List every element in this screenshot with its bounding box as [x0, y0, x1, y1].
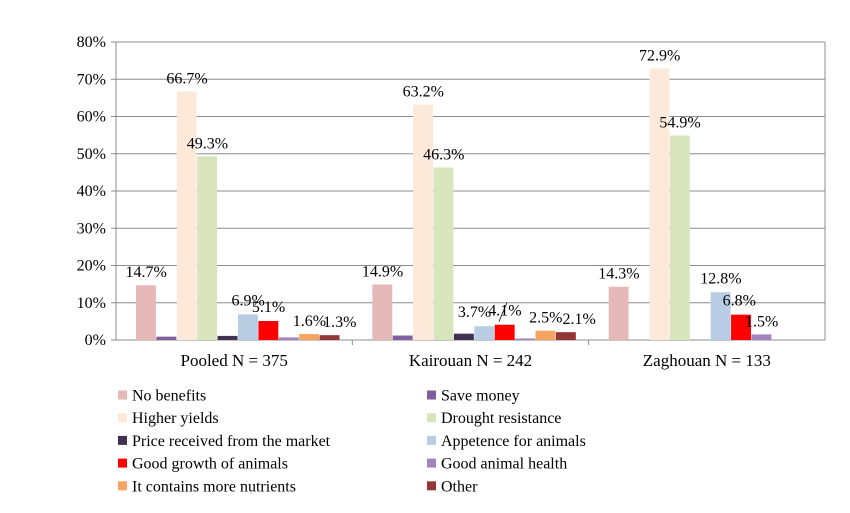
bar [710, 292, 731, 340]
legend-label: Other [441, 478, 478, 495]
data-label: 49.3% [187, 135, 228, 152]
legend-label: Price received from the market [132, 433, 331, 450]
data-label: 1.6% [293, 313, 326, 330]
bars [136, 68, 772, 340]
data-label: 14.9% [362, 263, 403, 280]
legend-item: Other [427, 478, 478, 495]
legend-item: Good animal health [427, 456, 567, 473]
category-label: Pooled N = 375 [180, 351, 287, 370]
bar [433, 167, 454, 340]
data-label: 2.1% [562, 311, 595, 328]
legend-label: Appetence for animals [441, 433, 586, 450]
bar [669, 135, 690, 340]
bar [136, 285, 156, 340]
category-labels: Pooled N = 375 Kairouan N = 242 Zaghouan N… [180, 351, 770, 370]
bar [494, 324, 515, 340]
data-label: 14.7% [126, 264, 167, 281]
bar [319, 335, 340, 340]
data-label: 5.1% [252, 299, 285, 316]
bar [258, 321, 279, 340]
bar [299, 334, 320, 340]
legend-label: No benefits [132, 388, 206, 405]
y-tick-label: 20% [77, 258, 106, 275]
category-label: Zaghouan N = 133 [643, 351, 771, 370]
bar [217, 335, 238, 340]
bar [453, 333, 474, 340]
data-label: 12.8% [700, 270, 741, 287]
legend-item: Higher yields [118, 410, 219, 427]
legend-label: Good animal health [441, 456, 567, 473]
leader-lines [498, 302, 508, 322]
bar [731, 314, 751, 340]
legend-item: No benefits [118, 388, 206, 405]
data-label: 46.3% [423, 147, 464, 164]
legend-label: Save money [441, 388, 520, 405]
data-label: 4.1% [488, 303, 521, 320]
data-label: 1.3% [323, 314, 356, 331]
category-label: Kairouan N = 242 [409, 351, 532, 370]
legend-swatch [427, 413, 436, 423]
bar [515, 338, 536, 340]
legend-swatch [118, 458, 127, 468]
y-tick-label: 30% [77, 220, 106, 237]
data-label: 1.5% [745, 313, 778, 330]
data-label: 66.7% [166, 71, 207, 88]
bar [555, 332, 576, 340]
legend-label: Good growth of animals [132, 456, 288, 473]
legend-item: Drought resistance [427, 410, 561, 427]
bar [535, 330, 556, 340]
legend: No benefits Save money Higher yields Drough… [118, 388, 586, 495]
legend-item: It contains more nutrients [118, 478, 296, 495]
bar [372, 284, 393, 340]
data-label: 54.9% [659, 114, 700, 131]
legend-swatch [118, 390, 127, 400]
bar [751, 334, 772, 340]
legend-label: Higher yields [132, 410, 219, 427]
legend-item: Save money [427, 388, 520, 405]
bar [392, 335, 413, 340]
bar [156, 336, 177, 340]
y-axis-ticks: 0% 10% 20% 30% 40% 50% 60% 70% 80% [77, 34, 106, 349]
y-tick-label: 10% [77, 295, 106, 312]
legend-label: It contains more nutrients [132, 478, 296, 495]
legend-item: Appetence for animals [427, 433, 586, 450]
legend-swatch [427, 390, 436, 400]
bar [474, 326, 495, 340]
bar [649, 68, 670, 340]
gridlines [111, 41, 826, 345]
y-tick-label: 40% [77, 183, 106, 200]
y-tick-label: 60% [77, 109, 106, 126]
bar [176, 91, 197, 340]
leader-line [498, 302, 508, 322]
data-label: 63.2% [403, 84, 444, 101]
y-tick-label: 70% [77, 71, 106, 88]
y-tick-label: 0% [85, 332, 106, 349]
data-label: 6.9% [232, 292, 265, 309]
legend-swatch [118, 413, 127, 423]
legend-item: Good growth of animals [118, 456, 288, 473]
data-label: 72.9% [639, 47, 680, 64]
bar [608, 286, 629, 340]
data-label: 14.3% [598, 266, 639, 283]
legend-swatch [118, 481, 127, 491]
legend-swatch [118, 435, 127, 445]
bar [238, 314, 258, 340]
data-label: 6.8% [723, 293, 756, 310]
legend-swatch [427, 435, 436, 445]
bar [413, 104, 434, 340]
data-label: 2.5% [529, 310, 562, 327]
data-labels: 14.7% 66.7% 49.3% 6.9%5.1% 1.6%1.3% 14.9% 63.2… [126, 47, 779, 331]
bar [197, 156, 218, 340]
legend-label: Drought resistance [441, 410, 561, 427]
data-label: 3.7% [458, 304, 491, 321]
y-tick-label: 50% [77, 146, 106, 163]
legend-item: Price received from the market [118, 433, 331, 450]
legend-swatch [427, 481, 436, 491]
y-tick-label: 80% [77, 34, 106, 51]
bar [278, 337, 299, 340]
legend-swatch [427, 458, 436, 468]
